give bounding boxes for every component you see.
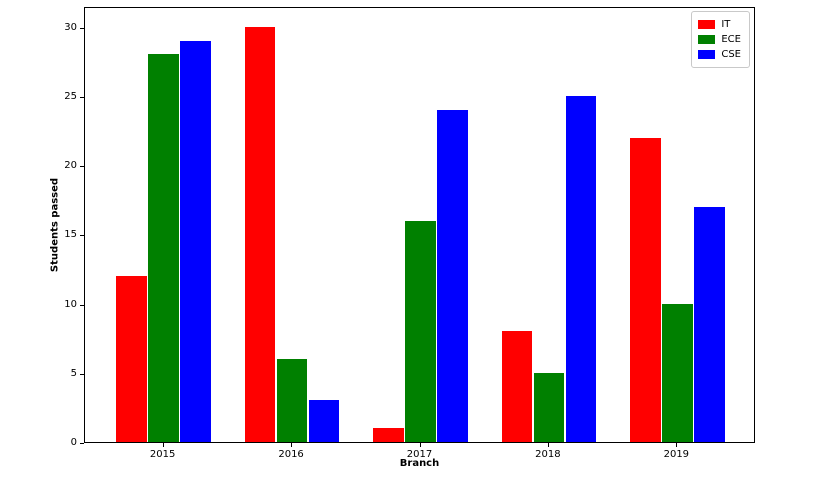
plot-area: IT ECE CSE — [84, 7, 755, 443]
legend-item-CSE: CSE — [698, 48, 741, 61]
x-tick-label-2019: 2019 — [663, 449, 690, 460]
bar-2015-ECE — [148, 54, 179, 442]
bar-2019-CSE — [694, 206, 725, 442]
x-tick-label-2017: 2017 — [406, 449, 433, 460]
bar-2018-ECE — [533, 372, 565, 442]
bar-2019-ECE — [662, 303, 693, 442]
y-tick-mark-5 — [80, 373, 84, 375]
bar-2017-CSE — [437, 109, 468, 442]
bar-2018-CSE — [565, 95, 597, 442]
y-tick-label-25: 25 — [64, 90, 77, 102]
x-tick-mark-2016 — [291, 443, 293, 447]
x-tick-label-2018: 2018 — [535, 449, 561, 460]
y-tick-mark-20 — [80, 166, 84, 168]
y-tick-mark-10 — [80, 304, 84, 306]
x-tick-mark-2017 — [419, 443, 421, 447]
legend-label-ECE: ECE — [721, 34, 741, 45]
legend-label-CSE: CSE — [721, 49, 741, 60]
bar-2016-ECE — [276, 358, 308, 442]
legend-swatch-ECE — [698, 35, 716, 44]
legend-swatch-IT — [698, 20, 716, 29]
y-tick-label-10: 10 — [64, 298, 77, 310]
x-tick-mark-2018 — [547, 443, 549, 447]
bar-2016-CSE — [308, 400, 340, 442]
bar-2019-IT — [629, 137, 661, 442]
bar-2016-IT — [244, 26, 276, 442]
y-tick-label-30: 30 — [64, 21, 77, 33]
x-tick-mark-2015 — [162, 443, 164, 447]
y-tick-label-0: 0 — [70, 437, 77, 448]
legend-item-ECE: ECE — [698, 33, 741, 46]
x-tick-label-2015: 2015 — [149, 449, 176, 460]
y-tick-label-20: 20 — [64, 160, 77, 172]
bar-2017-IT — [373, 428, 404, 442]
bar-2017-ECE — [405, 220, 436, 442]
y-tick-mark-25 — [80, 96, 84, 98]
y-tick-mark-15 — [80, 235, 84, 237]
x-tick-mark-2019 — [676, 443, 678, 447]
y-tick-label-15: 15 — [64, 229, 77, 241]
y-tick-mark-0 — [80, 443, 84, 444]
bar-2015-IT — [116, 275, 147, 442]
y-tick-label-5: 5 — [70, 367, 77, 379]
legend-label-IT: IT — [721, 19, 731, 30]
legend: IT ECE CSE — [691, 11, 750, 68]
x-tick-label-2016: 2016 — [278, 449, 304, 460]
x-axis-label: Branch — [399, 458, 440, 469]
bar-2018-IT — [501, 331, 533, 442]
legend-item-IT: IT — [698, 18, 741, 31]
bar-2015-CSE — [180, 40, 212, 442]
y-axis-label: Students passed — [49, 177, 61, 273]
y-tick-mark-30 — [80, 27, 84, 29]
legend-swatch-CSE — [698, 50, 716, 59]
